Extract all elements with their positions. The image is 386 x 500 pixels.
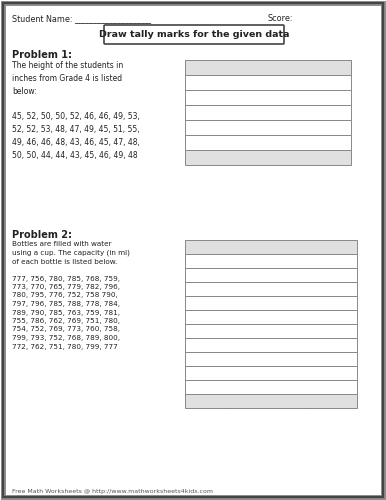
Bar <box>185 60 351 75</box>
Bar <box>185 296 357 310</box>
Text: Capacity: Capacity <box>187 242 225 252</box>
Bar <box>185 75 351 90</box>
Text: Student Name: ___________________: Student Name: ___________________ <box>12 14 151 23</box>
Bar <box>185 282 357 296</box>
Text: 36: 36 <box>323 153 333 162</box>
Text: 781-785: 781-785 <box>190 340 222 349</box>
Bar <box>185 240 357 254</box>
Text: Total: Total <box>193 153 215 162</box>
Bar <box>185 268 357 282</box>
Text: Total: Total <box>195 396 217 406</box>
Text: 786-790: 786-790 <box>190 354 222 364</box>
Text: Height: Height <box>190 63 218 72</box>
Bar <box>185 366 357 380</box>
Bar <box>185 105 351 120</box>
Bar <box>185 120 351 135</box>
Bar <box>185 338 357 352</box>
Text: Frequency: Frequency <box>305 63 350 72</box>
Text: 771-775: 771-775 <box>190 312 222 322</box>
Text: Free Math Worksheets @ http://www.mathworksheets4kids.com: Free Math Worksheets @ http://www.mathwo… <box>12 489 213 494</box>
Text: 756-760: 756-760 <box>190 270 222 280</box>
Text: 41-43: 41-43 <box>193 78 215 87</box>
FancyBboxPatch shape <box>104 25 284 44</box>
Text: Score:: Score: <box>268 14 293 23</box>
Text: Draw tally marks for the given data: Draw tally marks for the given data <box>99 30 289 39</box>
Text: 50-52: 50-52 <box>193 123 215 132</box>
Bar <box>185 135 351 150</box>
Bar <box>185 254 357 268</box>
Text: 47-49: 47-49 <box>193 108 215 117</box>
Text: 44-46: 44-46 <box>193 93 215 102</box>
Text: 776-780: 776-780 <box>190 326 222 336</box>
Text: Frequency: Frequency <box>312 242 357 252</box>
Bar <box>185 352 357 366</box>
Bar <box>185 380 357 394</box>
Text: Tally Marks: Tally Marks <box>245 242 293 252</box>
Text: 791-795: 791-795 <box>190 368 222 378</box>
Text: Problem 2:: Problem 2: <box>12 230 72 240</box>
Bar <box>185 150 351 165</box>
Text: 54: 54 <box>329 396 339 406</box>
Text: 796-800: 796-800 <box>190 382 222 392</box>
Text: 53-55: 53-55 <box>193 138 215 147</box>
Text: Bottles are filled with water
using a cup. The capacity (in ml)
of each bottle i: Bottles are filled with water using a cu… <box>12 241 130 350</box>
Bar <box>185 310 357 324</box>
Text: The height of the students in
inches from Grade 4 is listed
below:

45, 52, 50, : The height of the students in inches fro… <box>12 61 140 160</box>
Bar <box>185 90 351 105</box>
Bar <box>185 394 357 408</box>
Text: Tally Marks: Tally Marks <box>240 63 288 72</box>
Text: Problem 1:: Problem 1: <box>12 50 72 60</box>
Text: 751-755: 751-755 <box>190 256 222 266</box>
Text: 761-765: 761-765 <box>190 284 222 294</box>
Text: 766-770: 766-770 <box>190 298 222 308</box>
Bar <box>185 324 357 338</box>
